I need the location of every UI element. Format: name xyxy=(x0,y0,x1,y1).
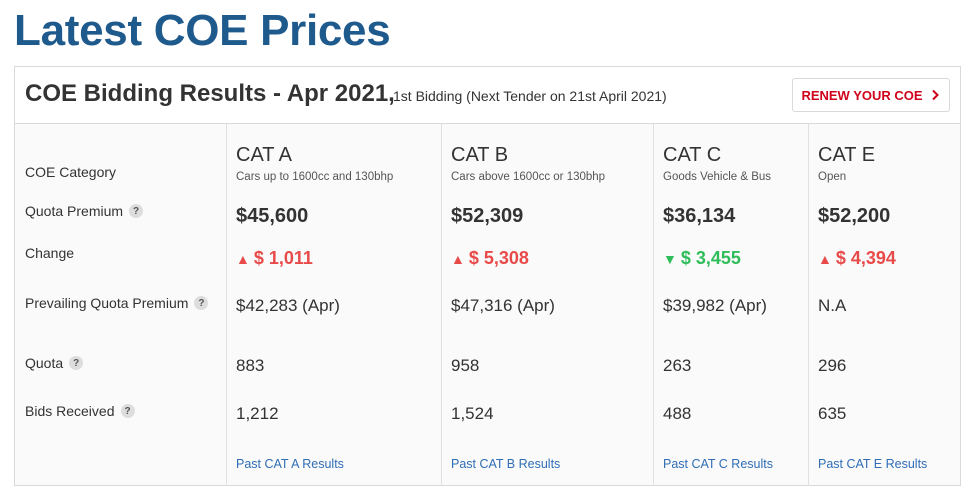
change-value: ▲ $ 5,308 xyxy=(451,248,529,269)
category-name: CAT A xyxy=(236,144,292,166)
label-text: Quota xyxy=(25,355,64,371)
quota-value: 883 xyxy=(236,356,265,375)
past-results-link[interactable]: Past CAT B Results xyxy=(451,457,561,471)
label-text: Bids Received xyxy=(25,403,115,419)
coe-results-card: COE Bidding Results - Apr 2021, 1st Bidd… xyxy=(14,66,961,486)
label-change: Change xyxy=(25,245,74,261)
help-icon[interactable]: ? xyxy=(69,356,84,370)
quota-value: 958 xyxy=(451,356,480,375)
bids-received-value: 1,524 xyxy=(451,404,494,423)
label-coe-category: COE Category xyxy=(25,164,116,180)
change-amount: $ 4,394 xyxy=(835,248,896,268)
past-results-link[interactable]: Past CAT C Results xyxy=(663,457,773,471)
category-column-cat-c: CAT C Goods Vehicle & Bus $36,134 ▼ $ 3,… xyxy=(653,124,808,486)
page-title: Latest COE Prices xyxy=(14,6,391,55)
card-header: COE Bidding Results - Apr 2021, 1st Bidd… xyxy=(15,67,960,124)
label-bids-received: Bids Received ? xyxy=(25,403,135,419)
prevailing-quota-premium-value: $42,283 (Apr) xyxy=(236,296,340,315)
category-column-cat-a: CAT A Cars up to 1600cc and 130bhp $45,6… xyxy=(226,124,441,486)
arrow-up-icon: ▲ xyxy=(818,250,832,267)
quota-premium-value: $52,309 xyxy=(451,205,524,227)
column-divider xyxy=(653,124,654,486)
category-column-cat-b: CAT B Cars above 1600cc or 130bhp $52,30… xyxy=(441,124,653,486)
help-icon[interactable]: ? xyxy=(194,296,209,310)
category-name: CAT B xyxy=(451,144,509,166)
label-text: COE Category xyxy=(25,164,117,180)
column-divider xyxy=(808,124,809,486)
label-prevailing-quota-premium: Prevailing Quota Premium ? xyxy=(25,295,209,311)
label-text: Change xyxy=(25,245,75,261)
quota-value: 263 xyxy=(663,356,692,375)
chevron-right-icon xyxy=(931,89,939,101)
bids-received-value: 488 xyxy=(663,404,692,423)
arrow-down-icon: ▼ xyxy=(663,250,677,267)
help-icon[interactable]: ? xyxy=(129,204,144,218)
label-text: Quota Premium xyxy=(25,203,124,219)
quota-value: 296 xyxy=(818,356,847,375)
results-subtitle: 1st Bidding (Next Tender on 21st April 2… xyxy=(393,88,667,104)
help-icon[interactable]: ? xyxy=(120,404,135,418)
column-divider xyxy=(441,124,442,486)
bids-received-value: 635 xyxy=(818,404,847,423)
change-value: ▼ $ 3,455 xyxy=(663,248,741,269)
category-description: Cars above 1600cc or 130bhp xyxy=(451,171,606,183)
bids-received-value: 1,212 xyxy=(236,404,279,423)
change-value: ▲ $ 4,394 xyxy=(818,248,896,269)
category-description: Goods Vehicle & Bus xyxy=(663,171,772,183)
category-column-cat-e: CAT E Open $52,200 ▲ $ 4,394 N.A 296 635… xyxy=(808,124,960,486)
quota-premium-value: $36,134 xyxy=(663,205,736,227)
prevailing-quota-premium-value: $39,982 (Apr) xyxy=(663,296,767,315)
change-value: ▲ $ 1,011 xyxy=(236,248,313,269)
change-amount: $ 5,308 xyxy=(468,248,529,268)
label-text: Prevailing Quota Premium xyxy=(25,295,189,311)
category-name: CAT E xyxy=(818,144,876,166)
category-name: CAT C xyxy=(663,144,722,166)
arrow-up-icon: ▲ xyxy=(236,250,250,267)
renew-coe-button[interactable]: RENEW YOUR COE xyxy=(792,78,950,112)
category-description: Cars up to 1600cc and 130bhp xyxy=(236,171,394,183)
past-results-link[interactable]: Past CAT E Results xyxy=(818,457,928,471)
label-quota-premium: Quota Premium ? xyxy=(25,203,144,219)
renew-coe-label: RENEW YOUR COE xyxy=(801,87,923,103)
results-title: COE Bidding Results - Apr 2021, xyxy=(25,80,395,107)
change-amount: $ 1,011 xyxy=(253,248,313,268)
prevailing-quota-premium-value: $47,316 (Apr) xyxy=(451,296,555,315)
quota-premium-value: $52,200 xyxy=(818,205,891,227)
change-amount: $ 3,455 xyxy=(680,248,741,268)
quota-premium-value: $45,600 xyxy=(236,205,309,227)
arrow-up-icon: ▲ xyxy=(451,250,465,267)
past-results-link[interactable]: Past CAT A Results xyxy=(236,457,344,471)
category-description: Open xyxy=(818,171,847,183)
prevailing-quota-premium-value: N.A xyxy=(818,296,847,315)
column-divider xyxy=(226,124,227,486)
label-quota: Quota ? xyxy=(25,355,84,371)
